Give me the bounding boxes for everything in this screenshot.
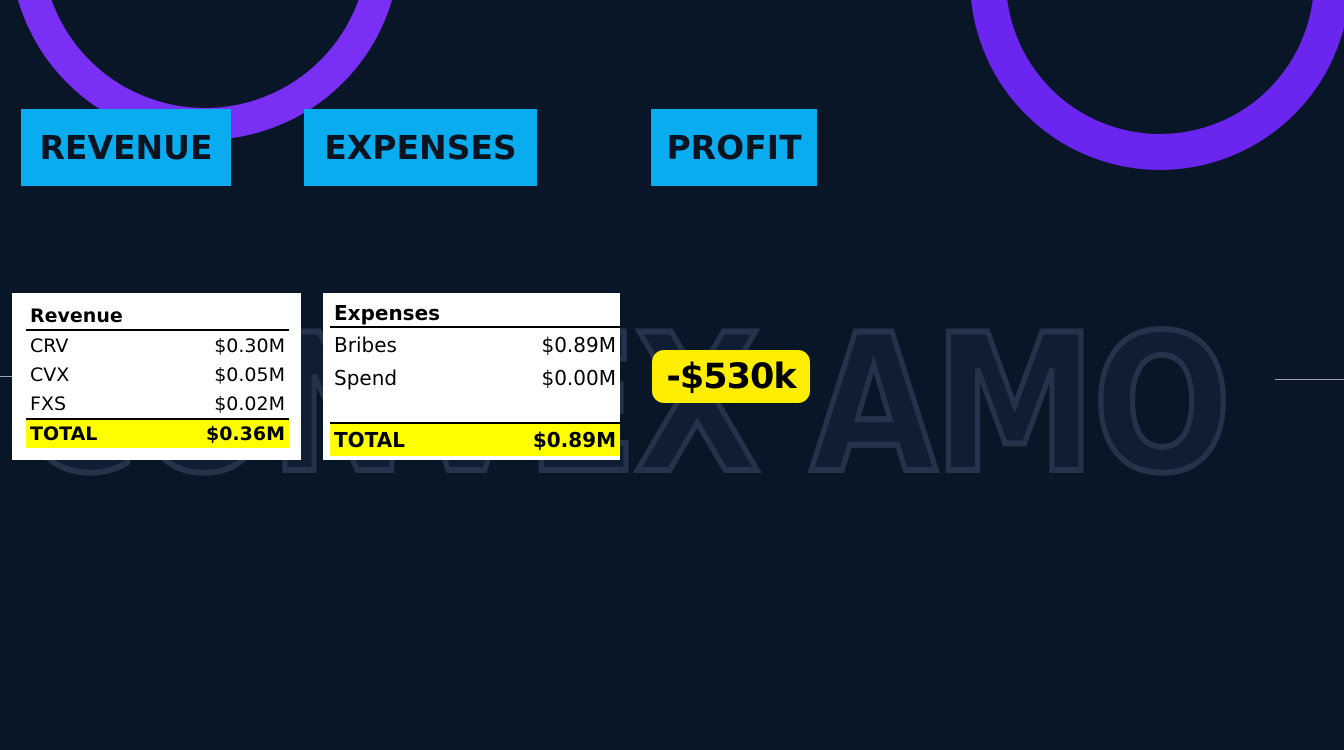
divider-line-right	[1275, 379, 1344, 380]
decorative-arc-top-right	[970, 0, 1344, 170]
row-label: FXS	[30, 392, 67, 415]
divider-line-left	[0, 376, 14, 377]
table-row: CRV $0.30M	[26, 331, 289, 360]
row-label: Bribes	[334, 332, 397, 357]
row-value: $0.02M	[214, 392, 285, 415]
row-value: $0.30M	[214, 334, 285, 357]
revenue-table-header: Revenue	[26, 303, 289, 331]
table-row: Bribes $0.89M	[330, 328, 620, 361]
profit-value-badge: -$530k	[652, 350, 810, 403]
row-value: $0.89M	[541, 332, 616, 357]
row-value: $0.00M	[541, 365, 616, 390]
table-row: Spend $0.00M	[330, 361, 620, 394]
expenses-table: Expenses Bribes $0.89M Spend $0.00M TOTAL $…	[323, 293, 620, 460]
total-value: $0.89M	[532, 428, 616, 452]
row-label: CVX	[30, 363, 70, 386]
revenue-table: Revenue CRV $0.30M CVX $0.05M FXS $0.02M TO…	[12, 293, 301, 460]
total-row: TOTAL $0.36M	[26, 418, 289, 448]
revenue-header: REVENUE	[21, 109, 231, 186]
revenue-table-title: Revenue	[30, 305, 123, 327]
table-row: CVX $0.05M	[26, 360, 289, 389]
row-label: Spend	[334, 365, 398, 390]
expenses-table-header: Expenses	[330, 299, 620, 328]
total-label: TOTAL	[334, 428, 405, 452]
table-row: FXS $0.02M	[26, 389, 289, 418]
empty-row	[330, 394, 620, 422]
expenses-header: EXPENSES	[304, 109, 537, 186]
total-label: TOTAL	[30, 423, 98, 445]
row-label: CRV	[30, 334, 69, 357]
total-row: TOTAL $0.89M	[330, 422, 620, 456]
total-value: $0.36M	[205, 423, 285, 445]
profit-header: PROFIT	[651, 109, 817, 186]
row-value: $0.05M	[214, 363, 285, 386]
expenses-table-title: Expenses	[334, 300, 441, 325]
